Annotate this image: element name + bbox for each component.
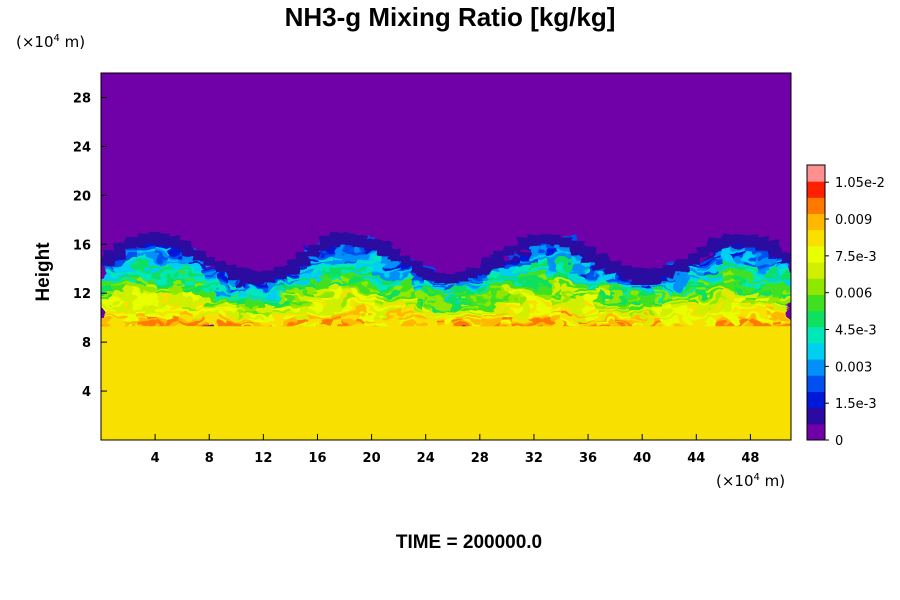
x-tick-label: 48 <box>741 451 759 466</box>
colorbar-swatch <box>807 229 825 247</box>
colorbar-swatch <box>807 294 825 312</box>
y-tick-label: 28 <box>73 91 91 106</box>
colorbar-swatch <box>807 310 825 328</box>
x-axis-ticks: 4 8 12 16 20 24 28 32 36 40 44 48 <box>151 434 759 466</box>
colorbar-tick-label: 7.5e-3 <box>835 250 877 265</box>
colorbar-swatch <box>807 165 825 182</box>
x-tick-label: 4 <box>151 451 160 466</box>
colorbar-swatch <box>807 326 825 344</box>
y-tick-label: 12 <box>73 287 91 302</box>
y-axis-ticks: 4 8 12 16 20 24 28 <box>73 91 107 400</box>
colorbar-swatch <box>807 407 825 425</box>
colorbar-tick-label: 4.5e-3 <box>835 324 877 339</box>
x-tick-label: 12 <box>254 451 272 466</box>
x-tick-label: 36 <box>579 451 597 466</box>
y-tick-label: 8 <box>82 336 91 351</box>
plot-frame <box>100 72 792 441</box>
y-tick-label: 20 <box>73 189 91 204</box>
colorbar-tick-label: 1.05e-2 <box>835 176 885 191</box>
y-tick-label: 16 <box>73 238 91 253</box>
x-tick-label: 44 <box>687 451 705 466</box>
colorbar-tick-label: 0.003 <box>835 360 872 375</box>
x-tick-label: 16 <box>308 451 326 466</box>
y-tick-label: 4 <box>82 385 91 400</box>
colorbar-tick-label: 0.006 <box>835 287 872 302</box>
x-axis-unit: (×104 m) <box>716 472 786 490</box>
colorbar-swatch <box>807 375 825 392</box>
x-tick-label: 32 <box>525 451 543 466</box>
y-axis-unit: (×104 m) <box>16 33 86 51</box>
time-label: TIME = 200000.0 <box>395 532 543 553</box>
x-tick-label: 28 <box>471 451 489 466</box>
colorbar-swatch <box>807 342 825 360</box>
colorbar: 0 1.5e-3 0.003 4.5e-3 0.006 7.5e-3 0.009 1.05e-… <box>806 164 885 449</box>
y-tick-label: 24 <box>73 140 91 155</box>
x-tick-label: 40 <box>633 451 651 466</box>
lower-region <box>101 326 791 440</box>
colorbar-swatch <box>807 359 825 376</box>
colorbar-swatch <box>807 391 825 409</box>
colorbar-swatch <box>807 245 825 263</box>
x-tick-label: 24 <box>417 451 435 466</box>
x-tick-label: 8 <box>205 451 214 466</box>
colorbar-tick-label: 1.5e-3 <box>835 397 877 412</box>
colorbar-swatch <box>807 278 825 295</box>
heatmap-field <box>101 73 791 440</box>
colorbar-frame <box>806 164 826 441</box>
x-tick-label: 20 <box>363 451 381 466</box>
colorbar-swatch <box>807 213 825 231</box>
colorbar-swatch <box>807 181 825 198</box>
colorbar-swatch <box>807 197 825 215</box>
colorbar-tick-label: 0.009 <box>835 213 872 228</box>
colorbar-swatch <box>807 423 825 441</box>
mixed-layer-top-fringe <box>101 232 791 285</box>
colorbar-tick-label: 0 <box>835 434 843 449</box>
colorbar-swatch <box>807 262 825 279</box>
chart-title: NH3-g Mixing Ratio [kg/kg] <box>284 2 616 32</box>
